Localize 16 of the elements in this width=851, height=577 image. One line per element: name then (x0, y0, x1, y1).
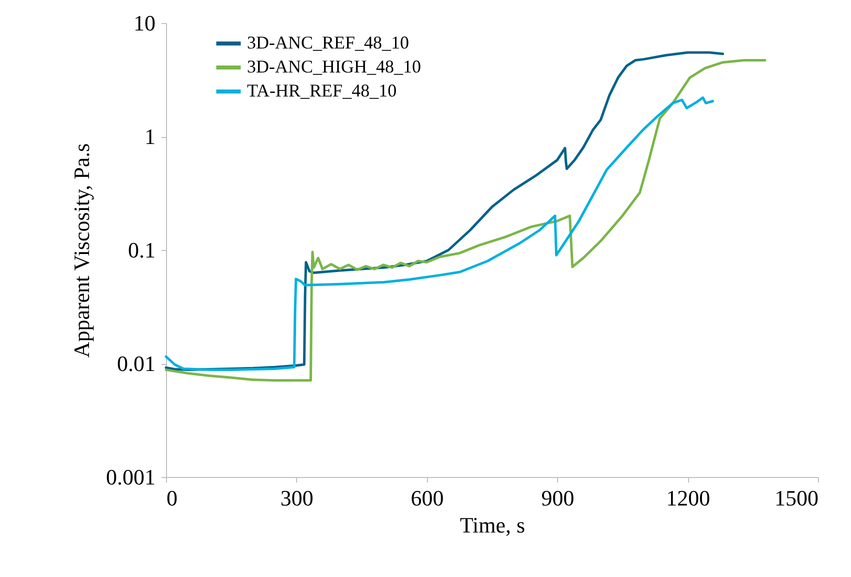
y-tick-label: 1 (144, 124, 156, 149)
y-tick-label: 0.01 (117, 351, 156, 376)
x-tick-label: 0 (166, 486, 178, 510)
x-axis-title: Time, s (460, 512, 526, 538)
x-tick-label: 1500 (774, 486, 818, 510)
y-tick-label: 10 (134, 10, 156, 36)
x-tick-label: 300 (280, 486, 314, 510)
legend-label: TA-HR_REF_48_10 (247, 80, 397, 100)
x-tick-label: 1200 (666, 486, 710, 510)
legend-label: 3D-ANC_REF_48_10 (247, 32, 410, 52)
y-axis-title: Apparent Viscosity, Pa.s (69, 143, 94, 358)
x-tick-label: 600 (410, 486, 444, 510)
y-tick-label: 0.1 (128, 238, 156, 262)
y-tick-label: 0.001 (106, 464, 156, 490)
x-tick-label: 900 (541, 486, 574, 510)
legend-label: 3D-ANC_HIGH_48_10 (247, 56, 421, 76)
